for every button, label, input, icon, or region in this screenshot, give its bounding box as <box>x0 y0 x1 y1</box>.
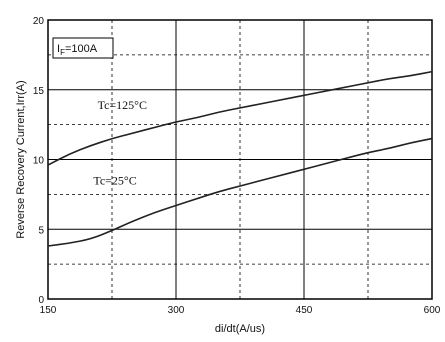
y-tick-label: 0 <box>38 295 44 306</box>
curve-label-tc125: Tc=125°C <box>98 98 147 112</box>
curves <box>47 70 433 247</box>
x-axis-label: di/dt(A/us) <box>215 323 265 335</box>
legend-border <box>52 37 114 59</box>
y-tick-label: 15 <box>33 86 45 97</box>
plot-frame <box>47 19 433 300</box>
legend-main: I <box>57 43 60 55</box>
series-line-tc25 <box>47 137 433 247</box>
curve-labels: Tc=125°C Tc=25°C <box>93 98 147 187</box>
y-tick-label: 5 <box>38 225 44 236</box>
legend-subscript: F <box>60 48 65 57</box>
x-tick-label: 150 <box>40 305 57 316</box>
legend-rest: =100A <box>65 43 98 55</box>
x-tick-label: 300 <box>168 305 185 316</box>
grid <box>48 20 432 299</box>
legend-box: IF=100A <box>52 37 114 59</box>
legend-text: IF=100A <box>57 43 98 57</box>
curve-label-tc25: Tc=25°C <box>93 173 136 187</box>
series-line-tc125 <box>47 70 433 166</box>
y-tick-label: 20 <box>33 16 45 27</box>
y-tick-label: 10 <box>33 156 45 167</box>
y-axis-ticks: 0 5 10 15 20 <box>33 16 45 306</box>
y-axis-label: Reverse Recovery Current,Irr(A) <box>15 80 27 238</box>
x-tick-label: 600 <box>424 305 441 316</box>
x-axis-ticks: 150 300 450 600 <box>40 305 441 316</box>
x-tick-label: 450 <box>296 305 313 316</box>
